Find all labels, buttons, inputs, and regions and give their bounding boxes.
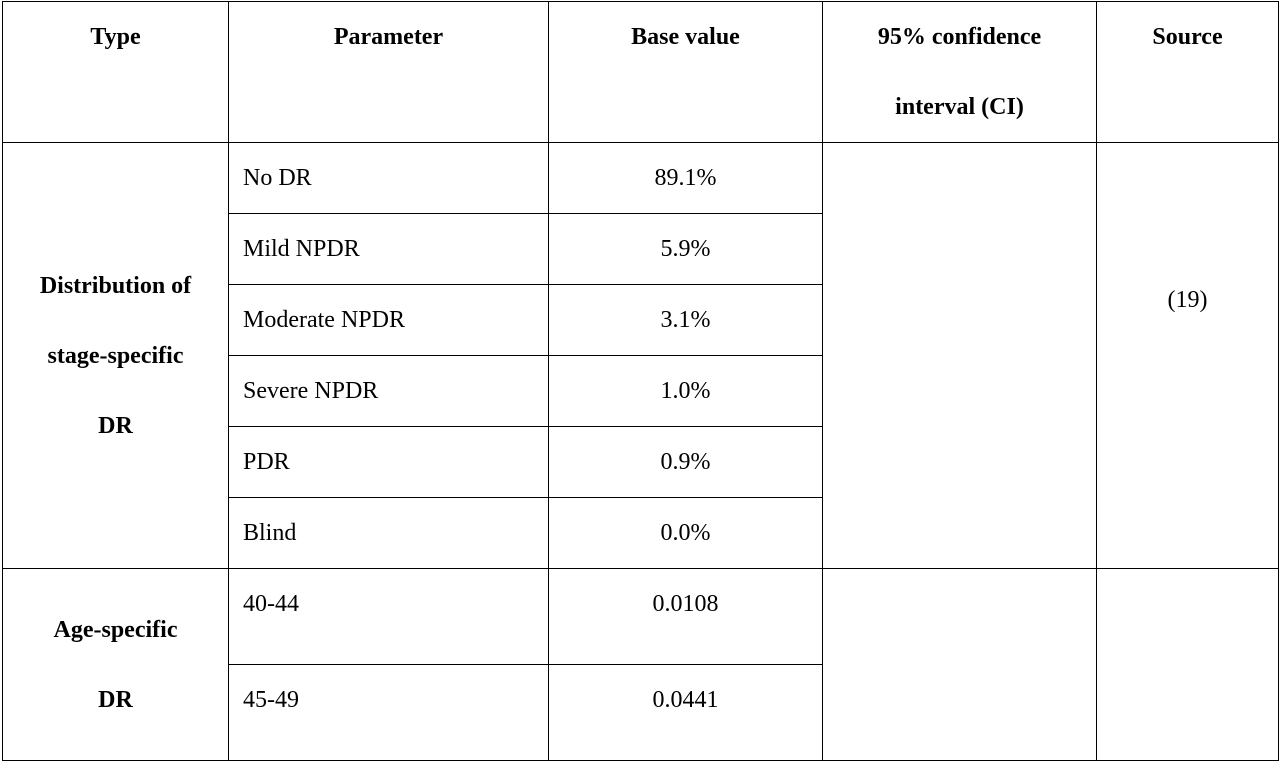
table-row: Blind 0.0% [3, 497, 1279, 569]
table-row: Distribution of stage-specific DR No DR 89.1… [2, 142, 1279, 569]
table-row: Severe NPDR 1.0% [3, 355, 1279, 427]
text-line: Base value [631, 24, 740, 50]
table-row: Age-specific DR 40-44 0.0108 [2, 568, 1279, 761]
source-cell [1096, 568, 1279, 761]
text-line: Age-specific [53, 616, 178, 643]
header-cell: Type [2, 1, 229, 143]
parameter-cell: PDR [228, 426, 549, 498]
header-cell: 95% confidence interval (CI) [822, 1, 1097, 143]
base-value-cell: 0.0% [548, 497, 823, 569]
base-value-cell: 0.0441 [548, 664, 823, 761]
parameter-cell: Blind [228, 497, 549, 569]
text-line: Type [90, 24, 141, 50]
base-value-cell: 1.0% [548, 355, 823, 427]
parameter-cell: Moderate NPDR [228, 284, 549, 356]
text-line: Parameter [333, 24, 444, 50]
parameter-cell: Mild NPDR [228, 213, 549, 285]
text-line: stage-specific [47, 342, 184, 369]
text-line: DR [98, 412, 133, 439]
text-line: Distribution of [39, 272, 192, 299]
base-value-cell: 0.0108 [548, 568, 823, 665]
text-line: 95% confidence [877, 24, 1042, 50]
text-line: Source [1152, 24, 1223, 50]
type-cell: Age-specific DR [2, 568, 229, 761]
source-cell: (19) [1096, 142, 1279, 569]
base-value-cell: 89.1% [548, 142, 823, 214]
type-cell: Distribution of stage-specific DR [2, 142, 229, 569]
base-value-cell: 0.9% [548, 426, 823, 498]
text-line: DR [98, 686, 133, 713]
parameter-cell: Severe NPDR [228, 355, 549, 427]
ci-cell [822, 142, 1097, 569]
parameter-cell: 45-49 [228, 664, 549, 761]
ci-cell [822, 568, 1097, 761]
parameter-cell: 40-44 [228, 568, 549, 665]
base-value-cell: 5.9% [548, 213, 823, 285]
header-row: Type Parameter Base value 95% confidence int… [2, 1, 1279, 143]
header-cell: Base value [548, 1, 823, 143]
parameter-cell: No DR [228, 142, 549, 214]
header-cell: Parameter [228, 1, 549, 143]
header-cell: Source [1096, 1, 1279, 143]
text-line: interval (CI) [895, 94, 1024, 120]
table-row: Mild NPDR 5.9% [3, 213, 1279, 285]
base-value-cell: 3.1% [548, 284, 823, 356]
